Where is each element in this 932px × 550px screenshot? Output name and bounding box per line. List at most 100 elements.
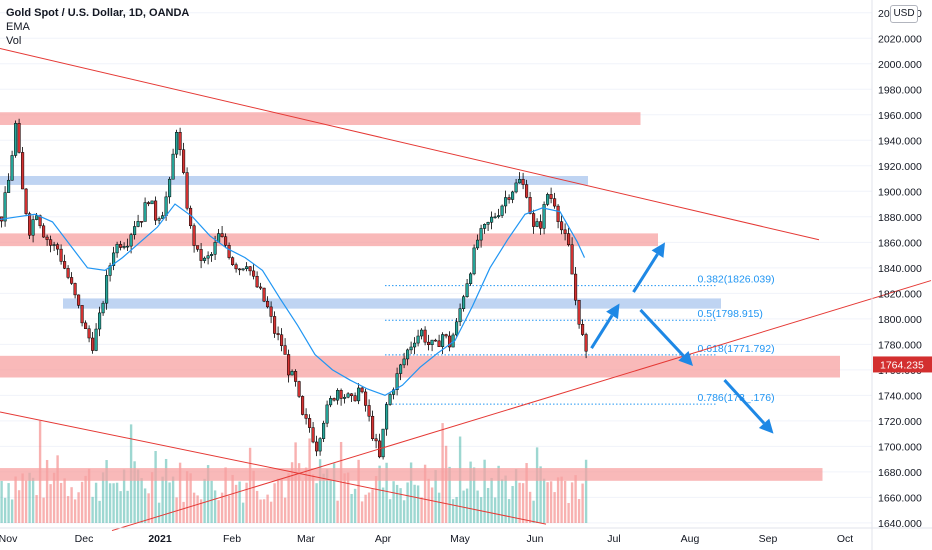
- time-tick-label: Nov: [0, 533, 18, 545]
- candle-body: [406, 349, 410, 360]
- candle-body: [17, 123, 21, 153]
- candle-body: [420, 329, 424, 337]
- volume-bar: [259, 499, 262, 523]
- candle-body: [315, 441, 319, 452]
- volume-bar: [185, 471, 189, 523]
- price-tick-label: 1700.000: [878, 441, 922, 453]
- candles: [0, 118, 588, 460]
- volume-bar: [220, 492, 224, 523]
- trendline: [111, 280, 932, 532]
- volume-bar: [584, 459, 588, 523]
- candle-body: [262, 287, 266, 302]
- candle-body: [245, 266, 249, 270]
- volume-bar: [115, 482, 119, 523]
- candle-body: [14, 123, 18, 156]
- candle-body: [423, 329, 427, 343]
- candle-body: [234, 264, 238, 270]
- volume-bar: [73, 499, 77, 523]
- projection-arrow-shaft: [590, 314, 614, 349]
- volume-bar: [336, 500, 339, 523]
- candle-body: [381, 428, 385, 458]
- candle-body: [147, 202, 151, 205]
- vol-indicator-label[interactable]: Vol: [6, 35, 22, 47]
- resistance-zone: [0, 233, 658, 247]
- volume-bar: [283, 497, 287, 523]
- volume-bar: [500, 479, 504, 523]
- volume-bar: [381, 487, 385, 523]
- volume-bar: [70, 487, 73, 523]
- volume-bar: [122, 469, 126, 523]
- candle-body: [21, 152, 25, 190]
- time-axis[interactable]: Nov Dec 2021 Feb Mar Apr May Jun Jul Aug Sep Oct: [0, 533, 853, 545]
- price-axis[interactable]: 1640.000 1660.000 1680.000 1700.000 1720.000…: [878, 8, 922, 530]
- volume-bar: [234, 484, 238, 523]
- volume-bar: [504, 475, 507, 523]
- candle-body: [371, 415, 375, 440]
- chart-legend: Gold Spot / U.S. Dollar, 1D, OANDA EMA V…: [6, 6, 189, 48]
- candle-body: [171, 153, 175, 180]
- time-tick-label: Feb: [223, 533, 241, 545]
- candle-body: [112, 252, 116, 266]
- resistance-zone: [0, 468, 823, 481]
- symbol-title[interactable]: Gold Spot / U.S. Dollar, 1D, OANDA: [6, 7, 190, 19]
- volume-bar: [192, 492, 196, 523]
- candle-body: [476, 239, 480, 249]
- fib-levels: 0.382(1826.039)0.5(1798.915)0.618(1771.7…: [385, 274, 775, 405]
- candle-body: [73, 283, 77, 296]
- price-tick-label: 1920.000: [878, 161, 922, 173]
- volume-bar: [119, 491, 122, 523]
- candle-body: [329, 398, 333, 406]
- volume-bar: [105, 460, 108, 523]
- volume-bar: [56, 455, 59, 523]
- candle-body: [336, 390, 340, 401]
- volume-bar: [570, 482, 574, 523]
- candle-body: [70, 277, 74, 284]
- volume-bar: [325, 469, 329, 523]
- candle-body: [10, 155, 14, 181]
- candle-body: [231, 257, 235, 265]
- candle-body: [290, 371, 294, 376]
- volume-bar: [35, 495, 38, 523]
- volume-bar: [437, 492, 441, 523]
- volume-bar: [322, 473, 325, 523]
- volume-bar: [84, 475, 87, 523]
- trendlines: [0, 47, 932, 532]
- time-tick-label: Jun: [527, 533, 544, 545]
- volume-bar: [273, 483, 276, 523]
- volume-bar: [507, 499, 511, 523]
- volume-bar: [420, 497, 423, 523]
- volume-bar: [532, 500, 535, 523]
- candle-body: [549, 194, 553, 199]
- price-tick-label: 1980.000: [878, 84, 922, 96]
- ema-indicator-label[interactable]: EMA: [6, 21, 30, 33]
- candle-body: [350, 393, 354, 396]
- candle-body: [434, 339, 438, 342]
- candle-body: [220, 233, 224, 237]
- candle-body: [339, 390, 343, 399]
- volume-bar: [364, 494, 367, 523]
- candle-body: [28, 213, 32, 236]
- volume-bar: [413, 484, 416, 523]
- volume-bar: [28, 472, 31, 523]
- candle-body: [525, 184, 529, 198]
- currency-badge[interactable]: USD: [890, 5, 918, 23]
- candle-body: [283, 345, 287, 355]
- trendline: [0, 47, 820, 241]
- time-tick-label: Aug: [681, 533, 700, 545]
- price-tick-label: 1660.000: [878, 492, 922, 504]
- volume-bar: [136, 469, 140, 523]
- candle-body: [66, 268, 70, 278]
- volume-bar: [392, 481, 395, 523]
- volume-bar: [101, 472, 105, 523]
- volume-bar: [147, 493, 150, 523]
- time-tick-label: 2021: [148, 533, 172, 545]
- current-price-tag-bg: [873, 356, 932, 373]
- projection-arrow-head: [678, 351, 693, 367]
- projection-arrow-head: [758, 418, 774, 434]
- candle-body: [178, 132, 182, 150]
- candle-body: [357, 387, 361, 402]
- volume-bar: [553, 492, 556, 523]
- fib-level-label: 0.5(1798.915): [698, 308, 763, 320]
- candle-body: [346, 393, 350, 398]
